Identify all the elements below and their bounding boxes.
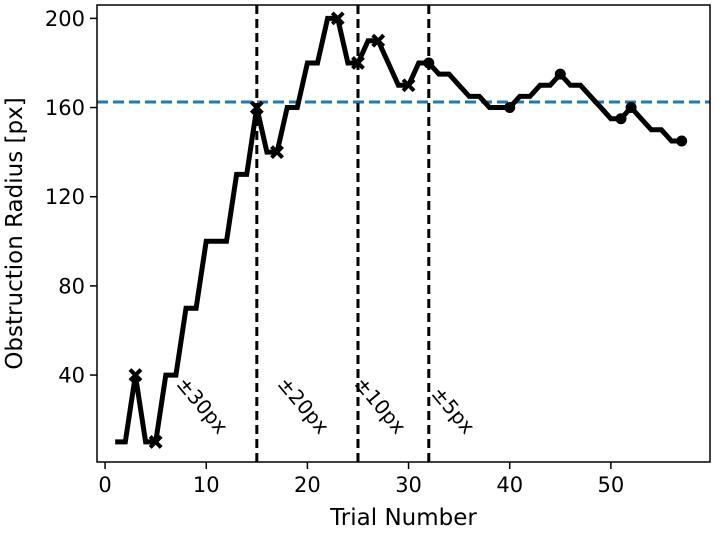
x-marker	[148, 435, 163, 449]
series-line	[115, 15, 682, 445]
x-marker	[270, 145, 284, 160]
y-tick-label: 160	[45, 96, 85, 120]
x-marker	[371, 33, 386, 48]
y-tick-label: 80	[58, 274, 85, 298]
dot-marker	[625, 102, 637, 114]
x-marker	[330, 11, 345, 26]
x-tick-label: 50	[598, 473, 625, 497]
x-marker	[351, 56, 365, 70]
dot-marker	[615, 113, 627, 125]
y-tick-label: 40	[58, 364, 85, 388]
ticks-layer: 0 10 20 30 40 50 40 80 120 160 200	[45, 7, 624, 497]
x-marker	[249, 100, 264, 115]
tolerance-annotation: ±20px	[273, 372, 334, 439]
x-marker	[128, 368, 143, 382]
y-axis-label: Obstruction Radius [px]	[2, 97, 28, 369]
x-tick-label: 30	[395, 473, 422, 497]
x-axis-label: Trial Number	[329, 505, 477, 531]
plot-frame	[96, 4, 711, 463]
x-tick-label: 10	[193, 473, 220, 497]
tolerance-annotation: ±30px	[172, 372, 233, 439]
dot-marker	[504, 102, 516, 114]
x-tick-label: 0	[98, 473, 111, 497]
plot-layer: ±30px ±20px ±10px ±5px	[97, 5, 710, 462]
x-marker	[401, 78, 416, 93]
y-tick-label: 200	[45, 7, 85, 31]
tolerance-annotation: ±5px	[427, 382, 480, 439]
dot-marker	[676, 135, 688, 147]
x-tick-label: 40	[496, 473, 523, 497]
dot-marker	[554, 68, 566, 80]
y-tick-label: 120	[45, 185, 85, 209]
dot-marker	[423, 57, 435, 69]
x-tick-label: 20	[294, 473, 321, 497]
